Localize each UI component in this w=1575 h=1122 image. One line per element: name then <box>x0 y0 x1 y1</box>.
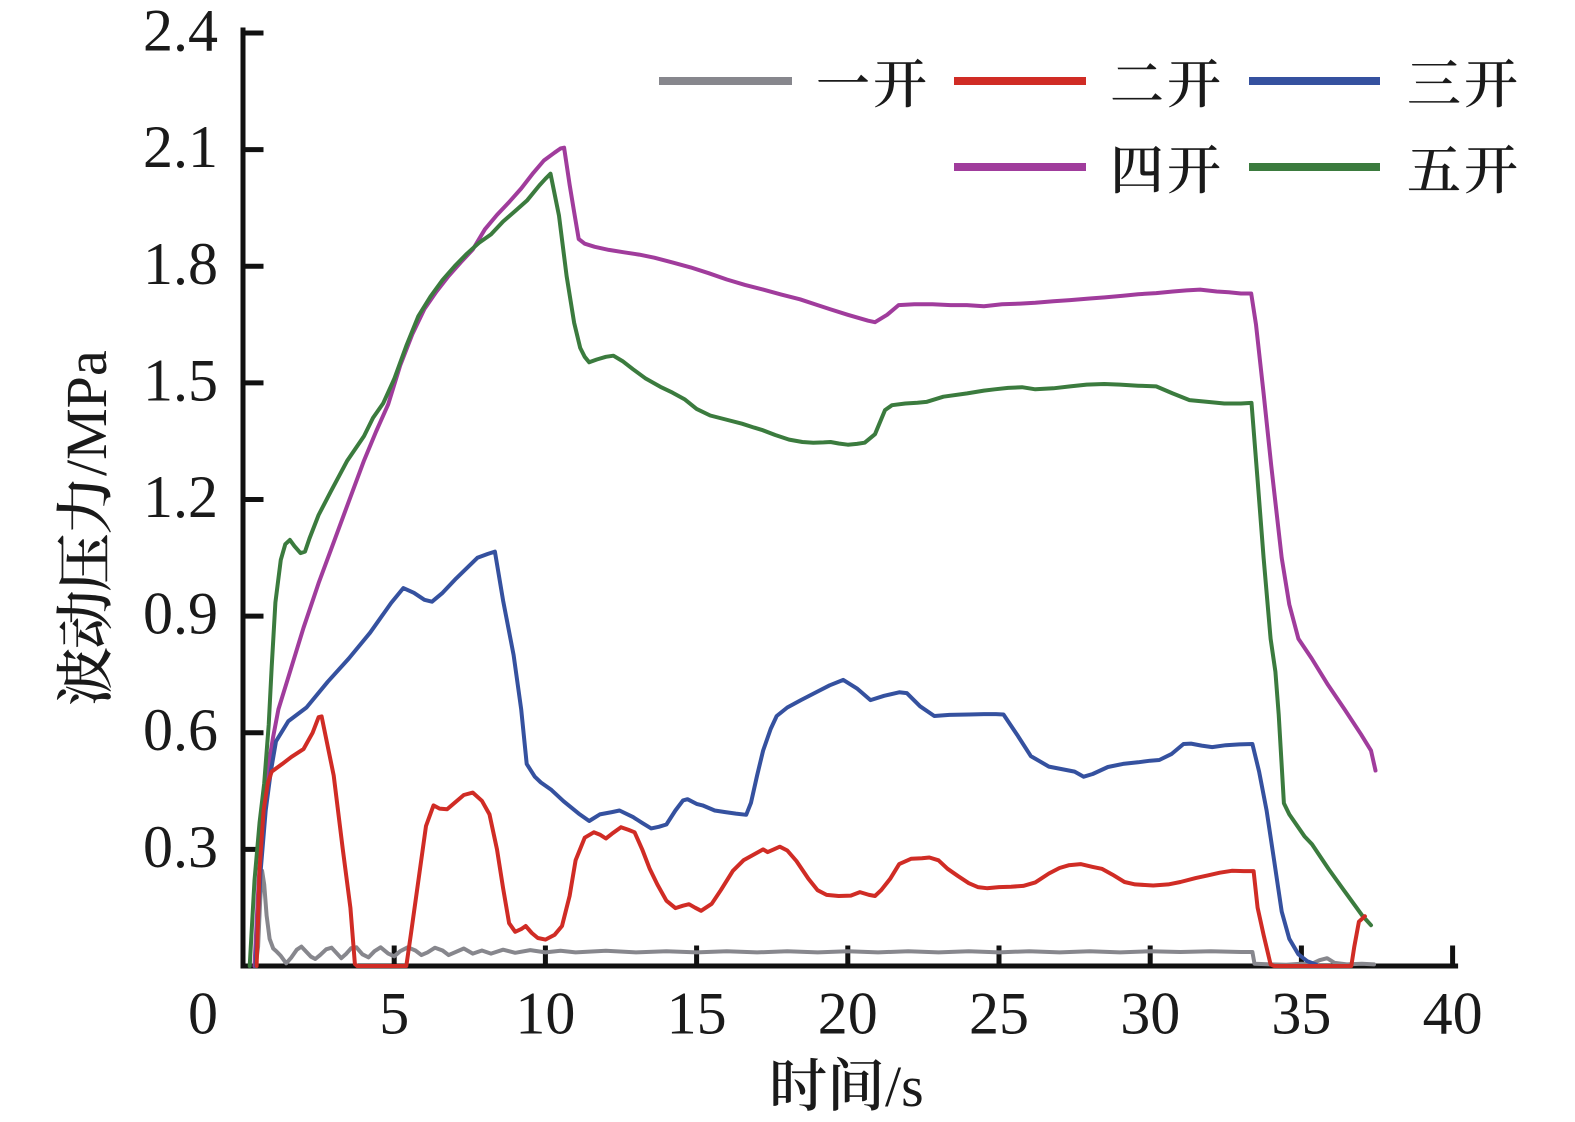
svg-text:0.3: 0.3 <box>143 814 218 880</box>
svg-text:40: 40 <box>1423 981 1483 1047</box>
svg-text:0.6: 0.6 <box>143 697 218 763</box>
svg-text:25: 25 <box>969 981 1029 1047</box>
svg-text:0.9: 0.9 <box>143 581 218 647</box>
svg-text:15: 15 <box>667 981 727 1047</box>
svg-text:/s: /s <box>885 1054 924 1119</box>
svg-text:2.4: 2.4 <box>143 0 218 64</box>
svg-text:30: 30 <box>1120 981 1180 1047</box>
svg-text:/MPa: /MPa <box>54 350 119 476</box>
svg-text:35: 35 <box>1271 981 1331 1047</box>
svg-text:5: 5 <box>379 981 409 1047</box>
svg-text:2.1: 2.1 <box>143 114 218 180</box>
svg-text:20: 20 <box>818 981 878 1047</box>
svg-text:1.2: 1.2 <box>143 464 218 530</box>
svg-text:10: 10 <box>515 981 575 1047</box>
svg-text:0: 0 <box>188 981 218 1047</box>
svg-text:1.5: 1.5 <box>143 347 218 413</box>
svg-text:1.8: 1.8 <box>143 231 218 297</box>
